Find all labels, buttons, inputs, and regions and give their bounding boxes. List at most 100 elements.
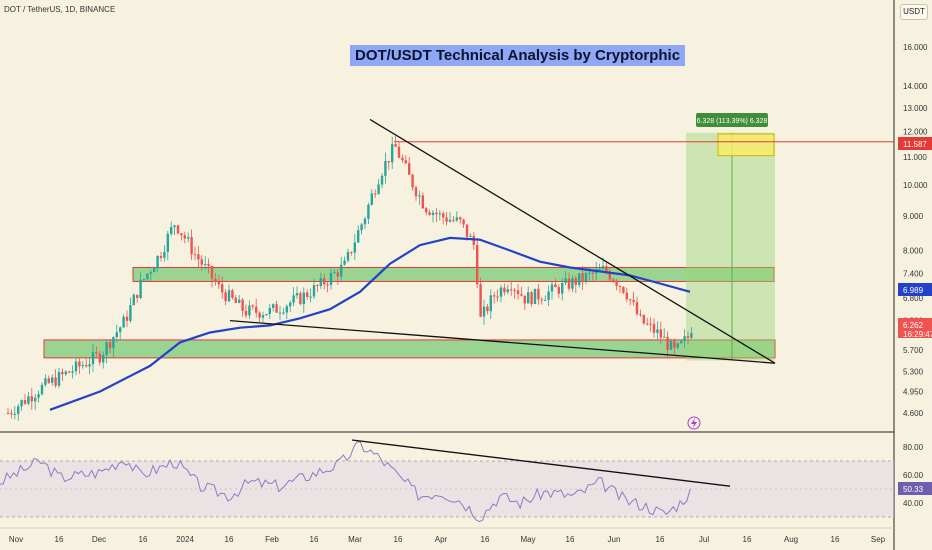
candle-body	[513, 290, 516, 292]
candle-body	[142, 279, 146, 281]
rsi-tick-label: 80.00	[903, 443, 924, 452]
candle-body	[248, 305, 251, 316]
price-tick-label: 10.000	[903, 181, 928, 190]
time-tick-label: 16	[55, 535, 64, 544]
candle-body	[530, 292, 533, 304]
candle-body	[608, 271, 611, 280]
candle-body	[88, 364, 91, 367]
target-range	[686, 132, 775, 361]
candle-body	[499, 287, 503, 297]
candle-body	[435, 212, 438, 215]
time-tick-label: 16	[225, 535, 234, 544]
candle-body	[612, 279, 615, 282]
price-tick-label: 4.950	[903, 387, 924, 396]
moving-average-line	[49, 236, 691, 411]
candle-body	[176, 225, 180, 234]
candle-body	[6, 413, 10, 414]
candle-body	[632, 299, 635, 303]
candle-body	[136, 294, 139, 299]
rsi-value-label: 50.33	[898, 482, 932, 495]
candle-body	[85, 365, 88, 367]
candle-body	[493, 295, 496, 297]
price-label: 11.587	[898, 137, 932, 150]
candle-body	[571, 278, 574, 289]
candle-body	[251, 305, 254, 307]
candle-body	[193, 254, 197, 256]
candle-body	[421, 195, 424, 209]
candle-body	[516, 290, 520, 295]
candle-body	[20, 400, 23, 407]
time-tick-label: 16	[743, 535, 752, 544]
symbol-info: DOT / TetherUS, 1D, BINANCE	[4, 5, 116, 14]
candle-body	[129, 305, 132, 321]
price-tick-label: 7.400	[903, 269, 924, 278]
price-label-bg	[898, 318, 932, 338]
candle-body	[353, 242, 356, 253]
price-tick-label: 5.300	[903, 367, 924, 376]
candle-body	[210, 265, 214, 279]
candle-body	[564, 278, 567, 283]
price-tick-label: 9.000	[903, 212, 924, 221]
candle-body	[544, 299, 547, 301]
time-tick-label: Dec	[92, 535, 106, 544]
price-axis: 16.000 14.000 13.000 12.000 11.000 10.000 9.00…	[903, 43, 928, 508]
rsi-value-text: 50.33	[903, 485, 924, 494]
candle-body	[455, 217, 458, 221]
candle-body	[187, 237, 190, 239]
candle-body	[197, 254, 200, 260]
candle-body	[510, 289, 513, 291]
candle-body	[166, 233, 169, 252]
candle-body	[479, 284, 482, 317]
candle-body	[625, 292, 628, 300]
candle-body	[635, 302, 639, 315]
candle-body	[336, 272, 339, 277]
candle-body	[183, 235, 186, 239]
price-label-countdown: 16:29:47	[903, 330, 932, 339]
candle-body	[40, 384, 44, 395]
candle-body	[482, 306, 486, 317]
candle-body	[503, 287, 506, 293]
candle-body	[173, 225, 176, 228]
candle-body	[367, 204, 370, 219]
candle-body	[414, 187, 418, 197]
currency-button[interactable]: USDT	[900, 4, 928, 20]
price-tick-label: 4.600	[903, 409, 924, 418]
candle-body	[44, 378, 47, 385]
candle-body	[428, 212, 431, 215]
candle-body	[10, 413, 13, 415]
time-tick-label: 16	[139, 535, 148, 544]
candle-body	[629, 299, 632, 301]
candle-body	[81, 365, 84, 367]
lightning-bolt	[691, 418, 697, 428]
candle-body	[452, 219, 455, 221]
time-tick-label: 16	[394, 535, 403, 544]
rsi-panel	[0, 439, 894, 523]
candle-body	[469, 235, 472, 237]
candle-body	[234, 297, 237, 303]
candle-body	[567, 278, 571, 289]
candle-body	[377, 184, 380, 194]
candle-body	[618, 285, 622, 287]
candle-body	[278, 312, 282, 314]
candle-body	[139, 279, 142, 299]
candle-body	[57, 371, 61, 386]
candle-body	[496, 296, 499, 298]
candle-body	[333, 272, 336, 274]
lightning-icon[interactable]	[687, 416, 701, 430]
candle-body	[105, 342, 108, 355]
candle-body	[438, 213, 441, 215]
time-tick-label: 16	[656, 535, 665, 544]
time-tick-label: Jun	[608, 535, 621, 544]
price-label: 6.989	[898, 283, 932, 296]
candle-body	[27, 396, 30, 404]
candle-body	[652, 323, 656, 333]
candle-body	[231, 290, 234, 298]
candle-body	[584, 273, 588, 282]
candle-body	[132, 294, 135, 306]
candle-body	[159, 255, 163, 258]
candle-body	[61, 371, 64, 375]
candle-body	[425, 208, 428, 213]
candle-body	[34, 397, 37, 402]
candle-body	[190, 237, 193, 255]
